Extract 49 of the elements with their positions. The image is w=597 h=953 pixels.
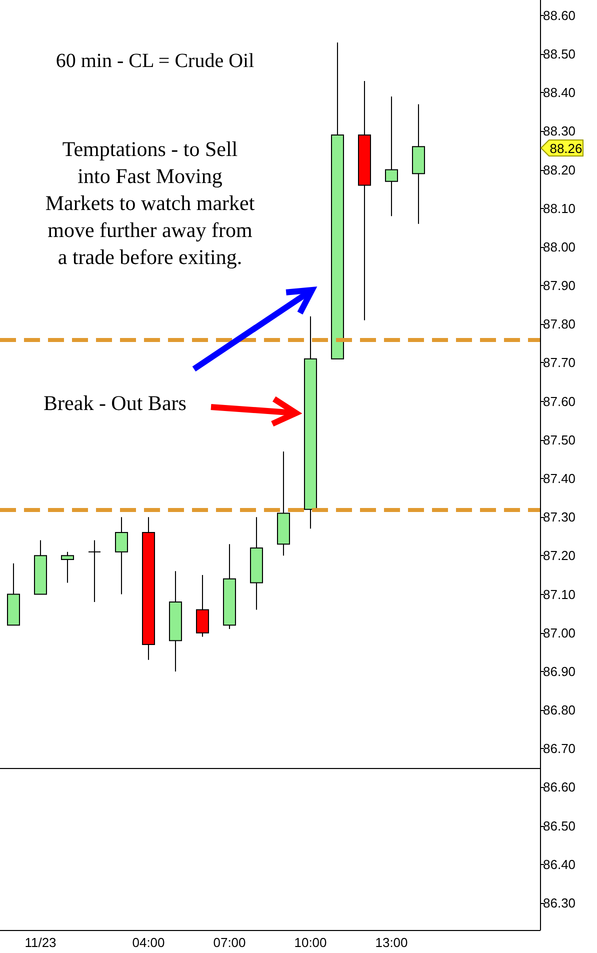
x-tick-label: 07:00 [213,935,246,950]
y-tick-label: 87.10 [543,586,576,602]
candlestick [115,516,128,595]
annotation: Break - Out Bars [42,390,188,417]
y-tick-label: 86.40 [543,856,576,872]
candlestick [223,544,236,630]
y-tick-label: 87.90 [543,278,576,294]
y-tick-label: 86.70 [543,741,576,756]
text: 88.26 [550,141,582,156]
text: 60 min - CL = Crude Oil [54,50,256,73]
y-tick-label: 87.00 [543,625,576,640]
candlestick [358,80,371,321]
candlestick [196,574,209,638]
y-tick-label: 86.60 [543,780,576,795]
candlestick [250,516,263,610]
x-tick-label: 11/23 [24,935,56,950]
y-tick-label: 88.30 [543,124,576,139]
y-tick-label: 87.50 [543,432,576,448]
x-tick-label: 13:00 [375,935,408,950]
candlestick [304,316,317,530]
y-tick-label: 87.70 [543,355,576,370]
y-tick-label: 87.80 [543,316,576,332]
y-tick-label: 87.30 [543,510,576,525]
y-tick-label: 88.40 [543,85,576,100]
candlestick [61,551,74,584]
candlestick [169,570,182,672]
annotation: Temptations - to Sell into Fast Moving Markets to watch market move further away from a trade before exiting. [45,136,255,271]
y-tick-label: 86.90 [543,664,576,679]
y-tick-label: 87.60 [543,394,576,409]
candlestick [331,42,344,360]
x-tick-label: 10:00 [294,935,327,950]
y-tick-label: 88.10 [543,200,576,216]
candlestick [385,96,398,217]
candlestick [7,562,20,626]
y-tick-label: 86.50 [543,818,576,834]
y-tick-label: 88.00 [543,239,576,254]
candlestick [88,540,101,602]
y-tick-label: 88.20 [543,162,576,178]
y-tick-label: 86.30 [543,895,576,910]
candlestick [412,104,425,224]
x-tick-label: 04:00 [132,935,165,950]
y-tick-label: 87.40 [543,471,576,486]
candlestick [277,450,290,556]
y-tick-label: 87.20 [543,548,576,564]
y-tick-label: 88.60 [543,8,576,23]
candlestick [142,516,155,660]
candlestick [34,540,47,595]
y-tick-label: 86.80 [543,702,576,718]
y-tick-label: 88.50 [543,46,576,62]
